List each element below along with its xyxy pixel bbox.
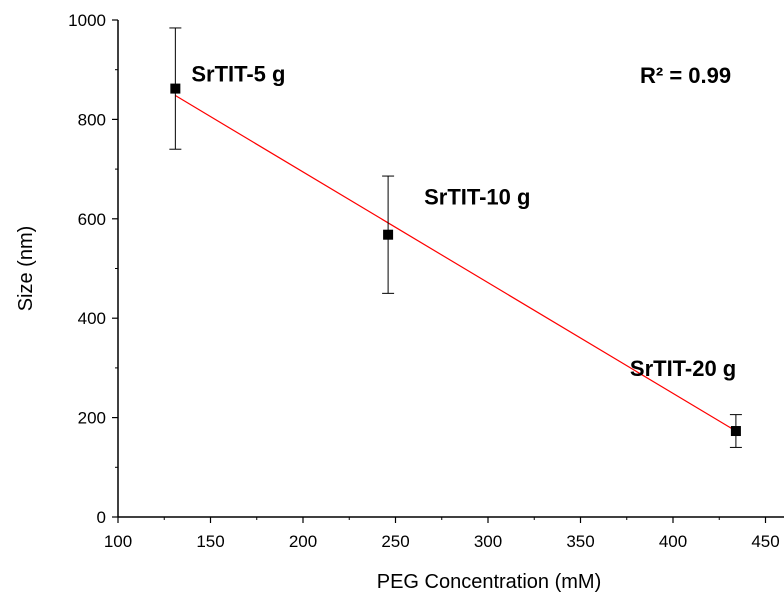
y-tick-label: 800 bbox=[78, 110, 106, 129]
y-tick-label: 600 bbox=[78, 210, 106, 229]
fit-line bbox=[175, 95, 737, 432]
data-point-marker bbox=[730, 426, 741, 437]
data-point-marker bbox=[170, 83, 181, 94]
r-squared-annotation: R² = 0.99 bbox=[640, 63, 731, 88]
data-point-marker bbox=[383, 229, 394, 240]
x-tick-label: 250 bbox=[381, 532, 409, 551]
data-point-label: SrTIT-20 g bbox=[630, 356, 736, 381]
data-point-label: SrTIT-5 g bbox=[191, 62, 285, 87]
x-tick-label: 450 bbox=[751, 532, 779, 551]
y-tick-label: 400 bbox=[78, 309, 106, 328]
x-tick-label: 200 bbox=[289, 532, 317, 551]
plot-area: 100 150 200 250 300 350 400 450 0 200 400 600 800 100… bbox=[15, 11, 784, 593]
data-point-label: SrTIT-10 g bbox=[424, 185, 530, 210]
y-tick-label: 0 bbox=[97, 508, 106, 527]
x-axis-title: PEG Concentration (mM) bbox=[377, 571, 602, 593]
x-tick-label: 300 bbox=[474, 532, 502, 551]
y-tick-label: 1000 bbox=[68, 11, 106, 30]
x-tick-label: 150 bbox=[196, 532, 224, 551]
x-tick-label: 100 bbox=[104, 532, 132, 551]
x-tick-label: 400 bbox=[659, 532, 687, 551]
y-tick-label: 200 bbox=[78, 409, 106, 428]
y-axis-title: Size (nm) bbox=[15, 226, 37, 312]
x-tick-label: 350 bbox=[566, 532, 594, 551]
